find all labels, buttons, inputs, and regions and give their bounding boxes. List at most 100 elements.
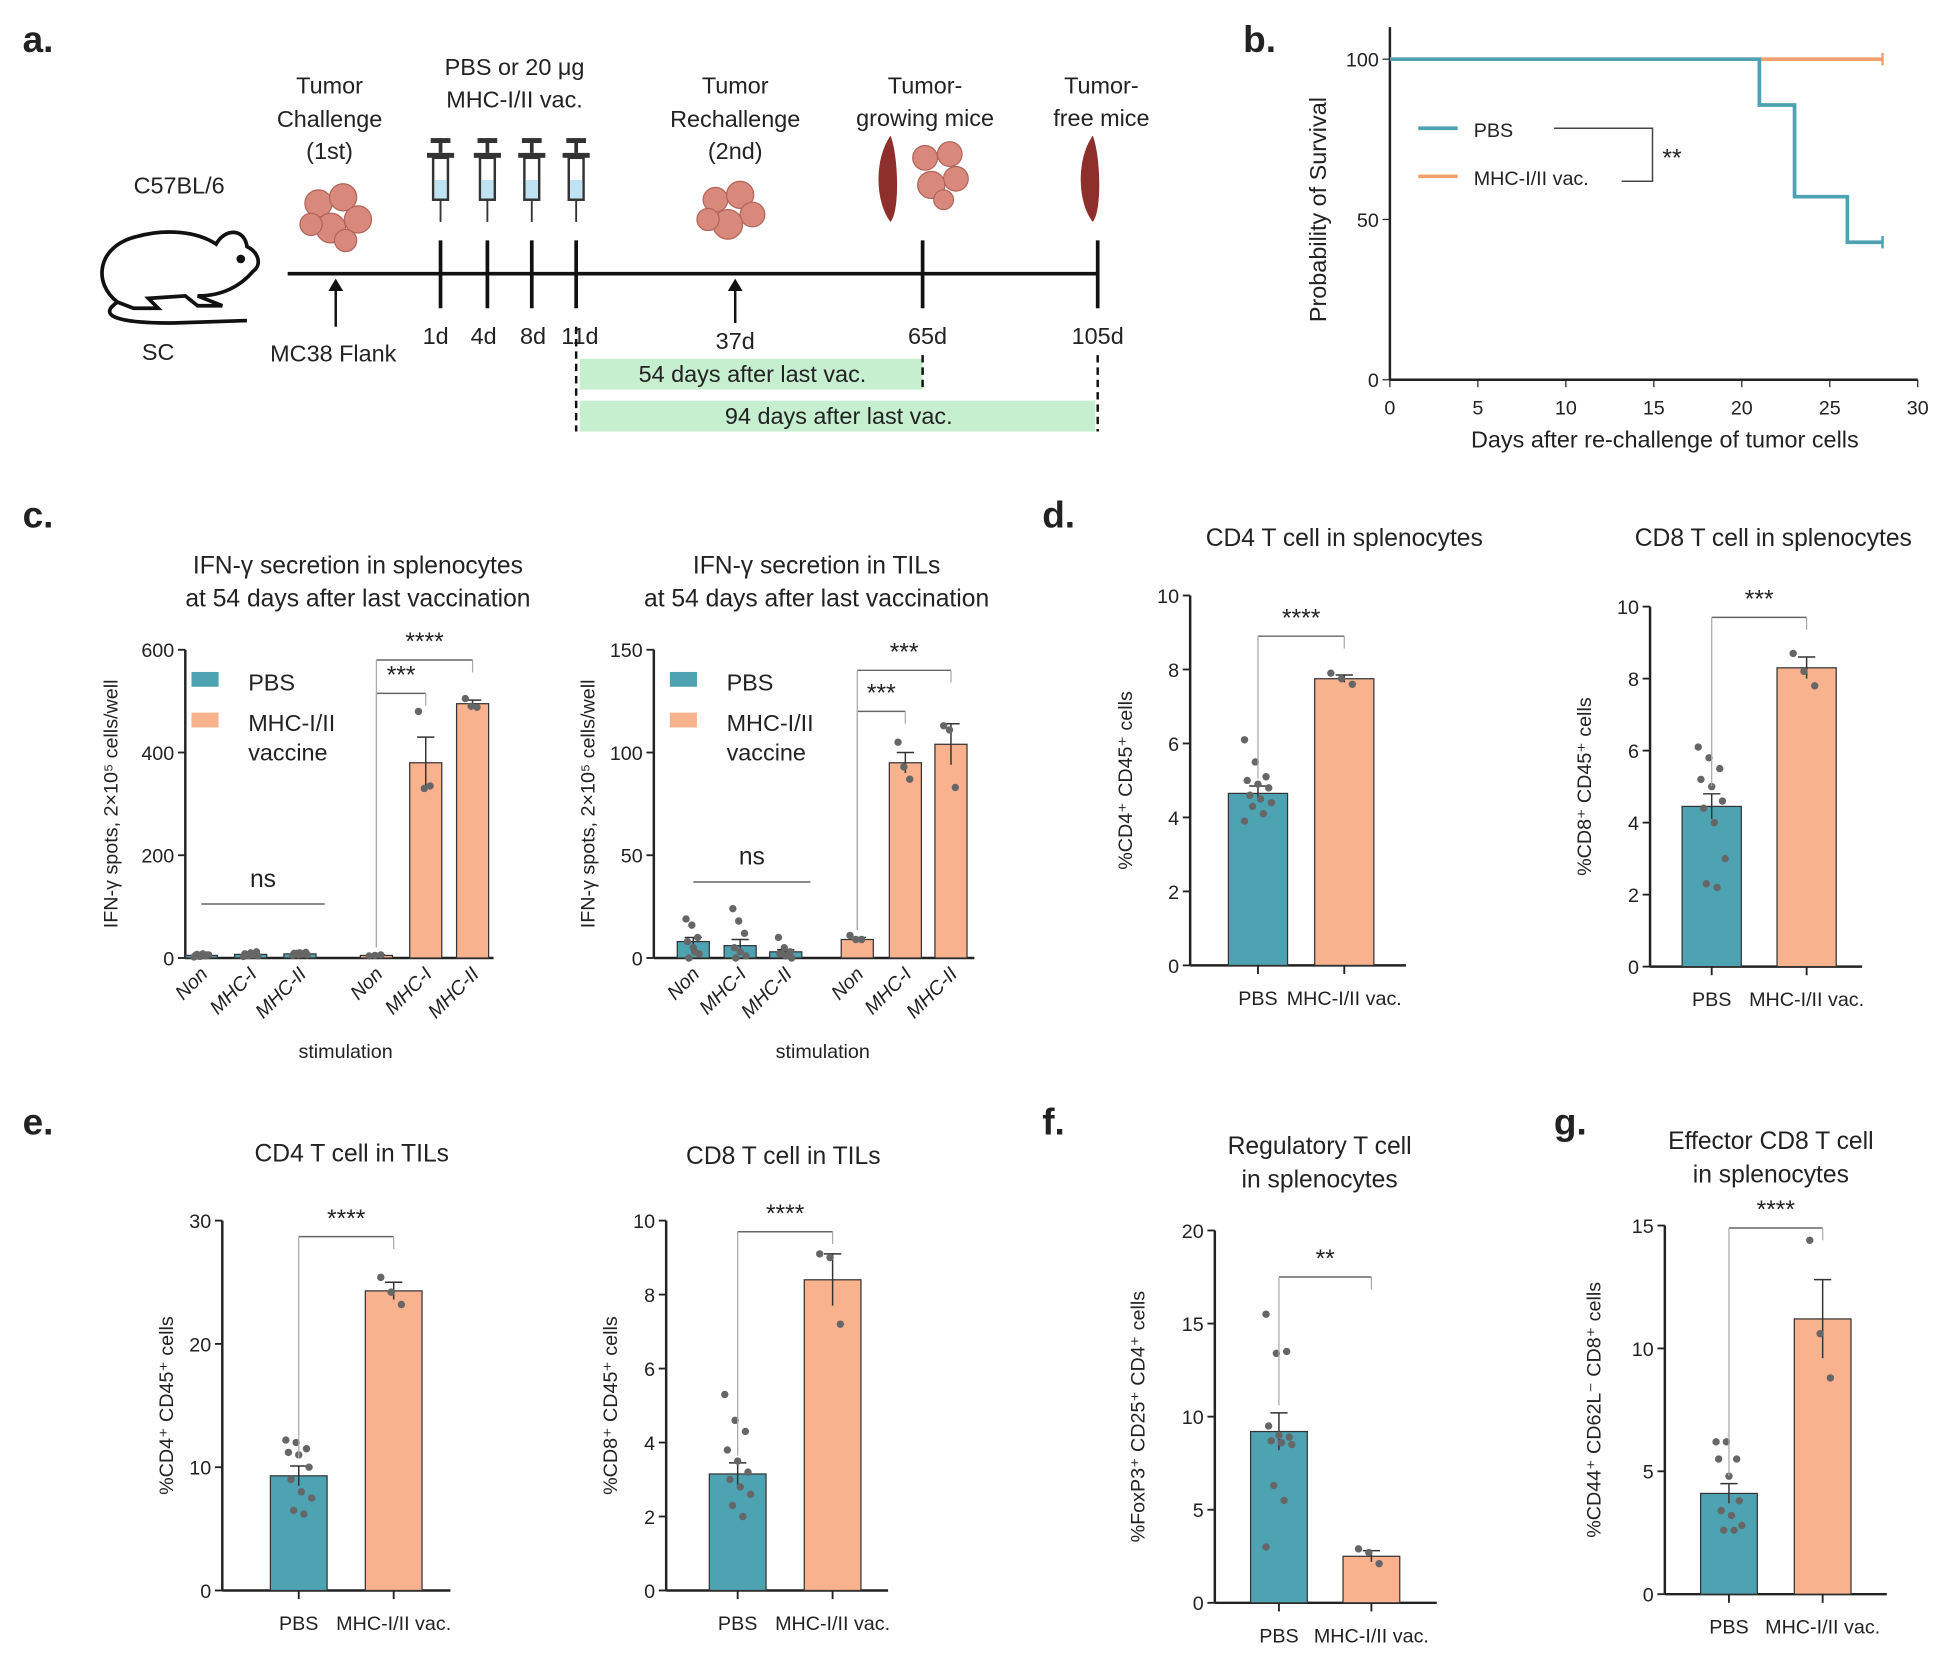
syringe-icon [473,138,501,222]
y-tick-label: 0 [644,1581,655,1603]
data-point [1246,791,1254,799]
y-tick-label: 10 [633,1211,655,1233]
x-tick-label: MHC-II [902,963,962,1023]
vaccination-label: MHC-I/II vac. [446,86,583,112]
data-point [1262,1543,1270,1551]
data-point [1277,1439,1286,1447]
legend-label: MHC-I/II vac. [1474,168,1589,190]
data-point [1699,804,1708,812]
syringe-icon [426,138,455,222]
growing-mice-label: Tumor- [888,73,963,99]
data-point [1806,1236,1814,1244]
data-point [371,951,379,960]
data-point [387,1288,395,1296]
legend-swatch [191,671,219,687]
data-point [377,1273,385,1282]
chart-title: at 54 days after last vaccination [185,586,530,613]
interval-label: 94 days after last vac. [725,403,953,429]
x-tick-label: 30 [1907,397,1929,419]
y-tick-label: 2 [1628,885,1639,907]
rechallenge-day-label: 37d [716,328,755,354]
data-point [1348,680,1357,688]
data-point [1248,802,1257,811]
arrow-icon [328,278,344,291]
x-tick-label: PBS [279,1613,318,1635]
vaccination-day-label: 11d [561,323,598,349]
data-point [691,948,699,956]
syringe-liquid [569,180,583,199]
y-tick-label: 0 [1628,957,1639,979]
data-point [1705,754,1713,762]
data-point [742,952,750,960]
growing-day-label: 65d [908,323,947,349]
panel-label-f: f. [1042,1101,1065,1142]
significance-label: *** [890,639,919,666]
panel-label-d: d. [1042,495,1075,536]
x-axis-label: Days after re-challenge of tumor cells [1471,427,1859,453]
y-axis-label: IFN-γ spots, 2×10⁵ cells/well [578,680,600,929]
y-tick-label: 200 [141,846,174,868]
x-tick-label: PBS [1238,988,1277,1010]
x-tick-label: 10 [1555,397,1577,419]
syringe-flange [562,152,590,158]
data-point [826,1253,834,1262]
significance-label: *** [1745,587,1774,614]
data-point [1714,1455,1723,1463]
legend-label: PBS [1474,120,1513,142]
x-tick-label: 0 [1384,397,1395,419]
bar [934,743,968,959]
data-point [846,931,854,940]
chart-title: at 54 days after last vaccination [644,586,989,613]
growing-mice-label: growing mice [856,105,994,131]
y-tick-label: 0 [1643,1585,1654,1607]
x-tick-label: MHC-I/II vac. [1749,989,1864,1011]
vaccination-day-label: 4d [471,323,497,349]
data-point [774,933,783,942]
bar [708,1473,767,1592]
y-tick-label: 100 [610,743,643,765]
data-point [287,1475,295,1484]
bar [1776,667,1837,968]
tumor-icon [696,180,766,240]
data-point [1712,1438,1720,1446]
data-point [1262,773,1270,781]
challenge-label: Tumor [296,73,363,99]
y-tick-label: 8 [1628,669,1639,691]
data-point [732,954,740,962]
data-point [1259,810,1268,818]
data-point [1716,764,1724,773]
y-tick-label: 4 [1168,808,1179,830]
x-tick-label: Non [346,963,387,1004]
bar [1342,1555,1401,1604]
significance-label: *** [867,681,896,708]
chart-e1: CD4 T cell in TILs 0 10 20 30 %CD4⁺ CD45⁺ cel… [156,1140,451,1635]
interval-bar-94d [579,400,1096,432]
vaccination-day-label: 8d [520,323,546,349]
y-tick-label: 8 [1168,660,1179,682]
chart-title: CD4 T cell in splenocytes [1206,525,1483,552]
chart-title: Regulatory T cell [1228,1133,1412,1160]
data-point [1710,818,1719,827]
data-point [244,951,252,960]
y-tick-label: 0 [163,948,174,970]
y-tick-label: 600 [141,640,174,662]
chart-title: IFN-γ secretion in splenocytes [193,552,523,579]
bar [269,1475,328,1592]
data-point [300,1510,308,1518]
data-point [744,1468,752,1476]
data-point [1375,1560,1383,1568]
data-point [1720,1526,1728,1534]
data-point [1256,795,1265,803]
data-point [688,921,696,929]
data-point [1713,883,1721,892]
y-axis-label: %CD44⁺ CD62L⁻ CD8⁺ cells [1584,1282,1606,1538]
y-axis-label: %FoxP3⁺ CD25⁺ CD4⁺ cells [1128,1291,1150,1543]
data-point [397,1300,406,1309]
y-tick-label: 10 [1632,1339,1654,1361]
arrow-icon [727,278,743,291]
data-point [1789,649,1797,658]
data-point [729,904,737,913]
data-point [726,1475,734,1484]
data-point [787,954,796,962]
data-point [1275,1431,1283,1439]
